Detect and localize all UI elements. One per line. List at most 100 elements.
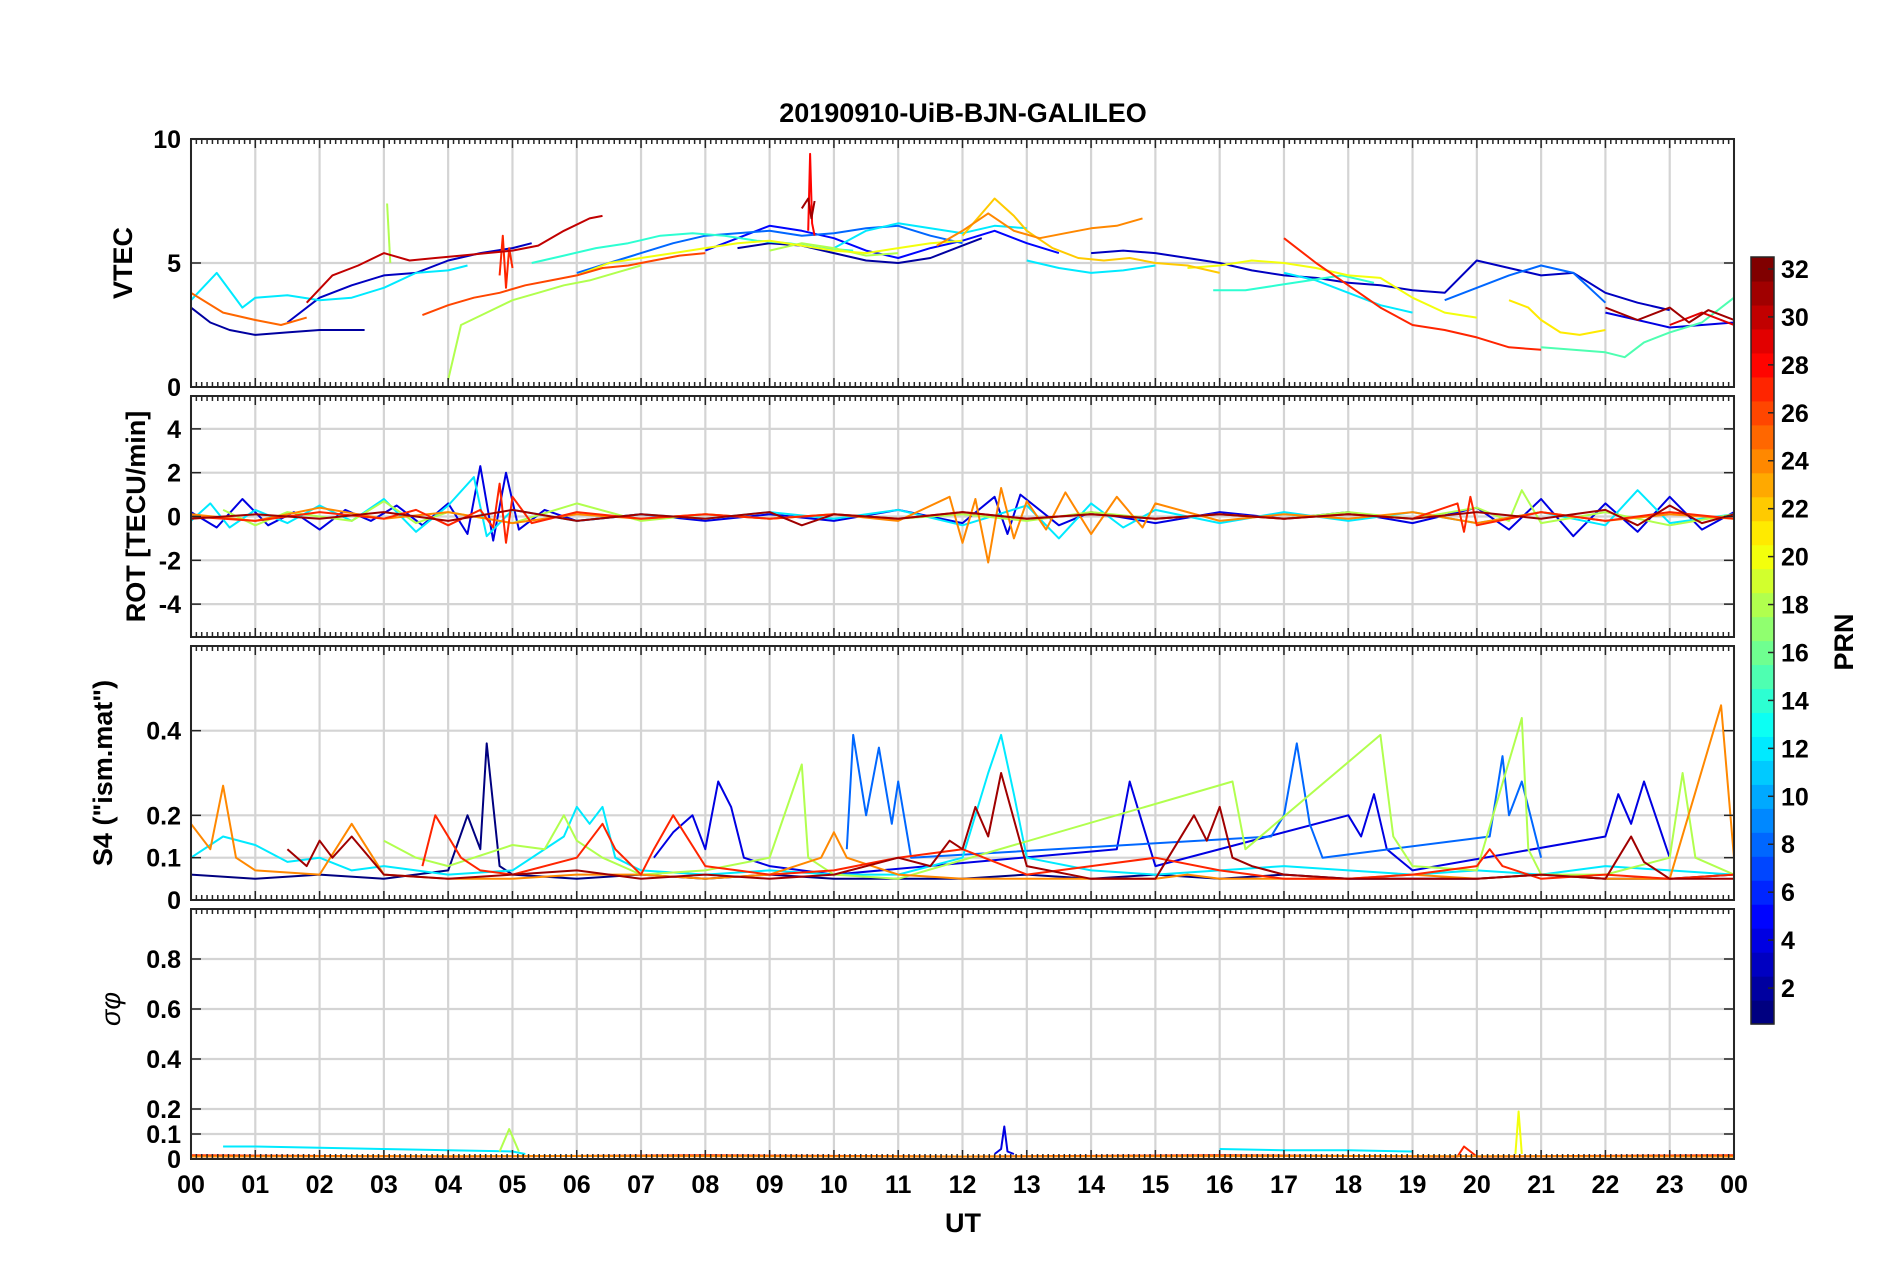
colorbar-swatch bbox=[1751, 1000, 1774, 1025]
y-tick-label: 5 bbox=[167, 250, 181, 278]
series-line-prn-24 bbox=[191, 704, 1734, 880]
x-tick-label: 02 bbox=[306, 1171, 334, 1199]
colorbar-swatch bbox=[1751, 280, 1774, 306]
y-tick-label: 0.2 bbox=[146, 802, 181, 830]
series-line-prn-2 bbox=[737, 237, 983, 264]
series-line-prn-30 bbox=[305, 214, 603, 304]
y-tick-label: 0 bbox=[167, 374, 181, 402]
x-tick-label: 00 bbox=[177, 1171, 205, 1199]
series-line-prn-12 bbox=[1219, 1148, 1413, 1153]
colorbar-swatch bbox=[1751, 952, 1774, 977]
series-line-prn-27 bbox=[498, 234, 514, 289]
x-tick-label: 10 bbox=[820, 1171, 848, 1199]
y-tick-label: 0 bbox=[167, 887, 181, 915]
colorbar-swatch bbox=[1751, 472, 1774, 498]
colorbar-swatch bbox=[1751, 592, 1774, 618]
series-line-prn-25 bbox=[191, 291, 307, 326]
x-tick-label: 09 bbox=[756, 1171, 784, 1199]
colorbar-swatch bbox=[1751, 400, 1774, 426]
series-line-prn-21 bbox=[1508, 299, 1606, 336]
series-line-prn-2 bbox=[191, 306, 365, 336]
series-line-prn-20 bbox=[1514, 1110, 1523, 1155]
series-line-prn-20 bbox=[1187, 259, 1477, 319]
colorbar-tick-label: 12 bbox=[1781, 735, 1809, 763]
series-line-prn-28 bbox=[807, 152, 816, 236]
colorbar-tick-label: 4 bbox=[1781, 927, 1795, 955]
x-tick-label: 05 bbox=[499, 1171, 527, 1199]
colorbar-tick-label: 24 bbox=[1781, 448, 1809, 476]
x-tick-label: 20 bbox=[1463, 1171, 1491, 1199]
colorbar-swatch bbox=[1751, 904, 1774, 929]
y-tick-label: -2 bbox=[159, 547, 181, 575]
y-tick-label: 0.6 bbox=[146, 996, 181, 1024]
y-axis-label: σφ bbox=[96, 992, 126, 1026]
x-tick-label: 17 bbox=[1270, 1171, 1298, 1199]
colorbar-swatch bbox=[1751, 304, 1774, 330]
colorbar-swatch bbox=[1751, 664, 1774, 690]
colorbar-swatch bbox=[1751, 352, 1774, 378]
series-group bbox=[191, 152, 1734, 380]
x-tick-label: 15 bbox=[1141, 1171, 1169, 1199]
colorbar-swatch bbox=[1751, 760, 1774, 785]
x-tick-label: 08 bbox=[691, 1171, 719, 1199]
y-tick-label: 0 bbox=[167, 504, 181, 532]
colorbar-swatch bbox=[1751, 520, 1774, 546]
colorbar-tick-label: 2 bbox=[1781, 975, 1795, 1003]
series-line-prn-14 bbox=[1213, 274, 1375, 292]
x-tick-label: 01 bbox=[241, 1171, 269, 1199]
colorbar-swatch bbox=[1751, 424, 1774, 450]
colorbar-swatch bbox=[1751, 712, 1774, 737]
series-line-prn-4 bbox=[653, 780, 1671, 876]
series-line-prn-31 bbox=[191, 504, 1734, 527]
panel-vtec: 0 5 10 VTEC bbox=[108, 126, 1736, 402]
panel-rot: -4 -2 0 2 4 ROT [TECU/min] bbox=[121, 395, 1736, 638]
chart-title: 20190910-UiB-BJN-GALILEO bbox=[779, 98, 1147, 128]
x-tick-label: 00 bbox=[1720, 1171, 1748, 1199]
series-line-prn-29 bbox=[1669, 311, 1734, 326]
y-axis-label: VTEC bbox=[108, 227, 138, 299]
x-tick-label: 19 bbox=[1399, 1171, 1427, 1199]
colorbar-tick-label: 28 bbox=[1781, 352, 1809, 380]
colorbar-swatch bbox=[1751, 640, 1774, 666]
x-tick-label: 06 bbox=[563, 1171, 591, 1199]
y-axis-label: S4 ("ism.mat") bbox=[88, 680, 118, 866]
y-axis-label: ROT [TECU/min] bbox=[121, 411, 151, 622]
y-tick-label: 0.1 bbox=[146, 845, 181, 873]
x-tick-label: 04 bbox=[434, 1171, 462, 1199]
x-tick-label: 11 bbox=[885, 1171, 912, 1199]
x-tick-label: 13 bbox=[1013, 1171, 1041, 1199]
series-line-prn-15 bbox=[1541, 296, 1734, 359]
series-line-prn-18 bbox=[447, 264, 642, 380]
series-line-prn-8 bbox=[576, 224, 963, 274]
series-line-prn-18 bbox=[769, 242, 899, 257]
series-line-prn-24 bbox=[936, 212, 1143, 247]
series-line-prn-20 bbox=[576, 239, 963, 277]
colorbar-swatch bbox=[1751, 808, 1774, 833]
colorbar-swatch bbox=[1751, 976, 1774, 1001]
colorbar-tick-label: 32 bbox=[1781, 256, 1809, 284]
x-tick-label: 18 bbox=[1334, 1171, 1362, 1199]
series-line-prn-26 bbox=[422, 252, 706, 317]
colorbar-tick-label: 22 bbox=[1781, 496, 1809, 524]
colorbar-swatch bbox=[1751, 568, 1774, 594]
colorbar-swatch bbox=[1751, 928, 1774, 953]
series-line-prn-4 bbox=[191, 465, 1734, 542]
colorbar-tick-label: 18 bbox=[1781, 592, 1809, 620]
y-tick-label: 0.4 bbox=[146, 1046, 181, 1074]
colorbar-tick-label: 26 bbox=[1781, 400, 1809, 428]
series-line-prn-8 bbox=[1444, 264, 1607, 304]
y-tick-label: 0.8 bbox=[146, 946, 181, 974]
colorbar-tick-label: 30 bbox=[1781, 304, 1809, 332]
colorbar-swatch bbox=[1751, 616, 1774, 642]
y-tick-label: 2 bbox=[167, 460, 181, 488]
x-tick-label: 16 bbox=[1206, 1171, 1234, 1199]
x-tick-label: 12 bbox=[949, 1171, 977, 1199]
colorbar-tick-label: 16 bbox=[1781, 639, 1809, 667]
colorbar-tick-label: 6 bbox=[1781, 879, 1795, 907]
colorbar-tick-label: 8 bbox=[1781, 831, 1795, 859]
colorbar-swatch bbox=[1751, 448, 1774, 474]
y-tick-label: 0.2 bbox=[146, 1096, 181, 1124]
